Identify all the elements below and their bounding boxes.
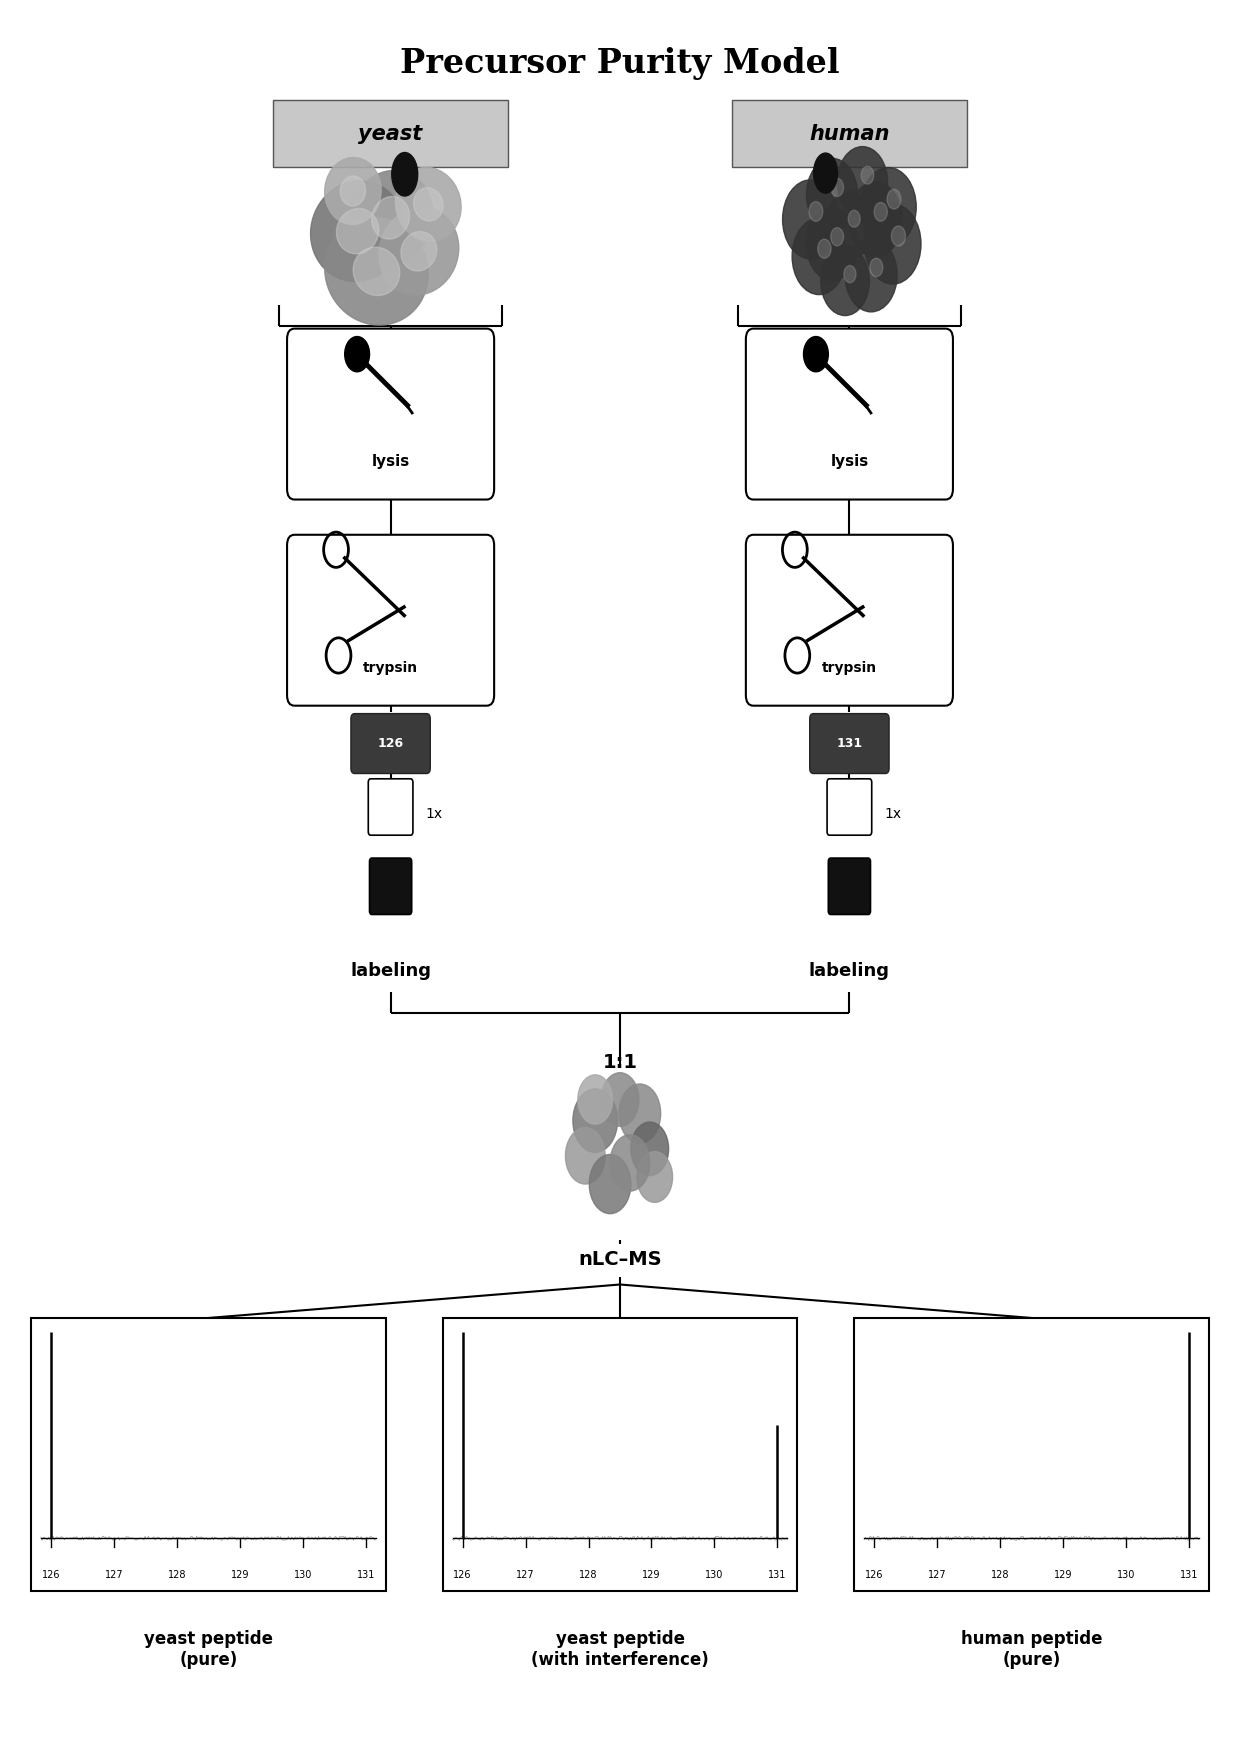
FancyBboxPatch shape	[746, 328, 954, 500]
Ellipse shape	[372, 197, 409, 240]
Circle shape	[578, 1075, 613, 1124]
Circle shape	[806, 208, 858, 280]
Circle shape	[345, 337, 370, 372]
Text: 126: 126	[377, 737, 404, 751]
FancyBboxPatch shape	[288, 328, 494, 500]
Text: 126: 126	[866, 1570, 883, 1581]
Ellipse shape	[396, 167, 461, 241]
Ellipse shape	[392, 153, 418, 196]
Text: yeast: yeast	[358, 123, 423, 144]
Bar	[854, 1318, 1209, 1591]
Circle shape	[861, 167, 916, 247]
Circle shape	[806, 159, 858, 231]
Text: 130: 130	[706, 1570, 724, 1581]
Ellipse shape	[348, 171, 433, 264]
Ellipse shape	[353, 247, 399, 296]
Text: labeling: labeling	[350, 962, 432, 980]
Text: 129: 129	[231, 1570, 249, 1581]
Circle shape	[869, 259, 883, 277]
Circle shape	[808, 201, 823, 222]
Text: trypsin: trypsin	[822, 661, 877, 675]
Text: 130: 130	[294, 1570, 312, 1581]
Ellipse shape	[310, 181, 404, 282]
Ellipse shape	[401, 231, 436, 271]
Circle shape	[837, 146, 888, 218]
FancyBboxPatch shape	[827, 779, 872, 835]
Text: yeast peptide
(with interference): yeast peptide (with interference)	[531, 1630, 709, 1669]
FancyBboxPatch shape	[351, 714, 430, 774]
Text: 127: 127	[516, 1570, 534, 1581]
Text: labeling: labeling	[808, 962, 890, 980]
Bar	[443, 1318, 797, 1591]
Ellipse shape	[413, 189, 443, 220]
Circle shape	[831, 178, 843, 197]
Text: lysis: lysis	[831, 455, 868, 469]
Circle shape	[804, 337, 828, 372]
Text: 128: 128	[167, 1570, 186, 1581]
FancyBboxPatch shape	[746, 536, 954, 707]
Text: 129: 129	[1054, 1570, 1073, 1581]
Text: 130: 130	[1117, 1570, 1136, 1581]
Circle shape	[573, 1089, 618, 1152]
Circle shape	[848, 210, 861, 227]
Circle shape	[601, 1073, 639, 1126]
Circle shape	[817, 240, 831, 259]
FancyBboxPatch shape	[810, 714, 889, 774]
Text: 127: 127	[928, 1570, 946, 1581]
Circle shape	[864, 204, 921, 284]
Text: 131: 131	[357, 1570, 374, 1581]
Circle shape	[844, 266, 856, 282]
Text: Precursor Purity Model: Precursor Purity Model	[401, 48, 839, 79]
Ellipse shape	[336, 208, 378, 254]
Circle shape	[589, 1154, 631, 1214]
Ellipse shape	[340, 176, 366, 206]
Text: human peptide
(pure): human peptide (pure)	[961, 1630, 1102, 1669]
Bar	[31, 1318, 386, 1591]
Text: 1x: 1x	[884, 807, 901, 821]
Ellipse shape	[325, 157, 381, 224]
Text: 128: 128	[991, 1570, 1009, 1581]
FancyBboxPatch shape	[288, 536, 494, 707]
Text: yeast peptide
(pure): yeast peptide (pure)	[144, 1630, 273, 1669]
Circle shape	[861, 166, 874, 185]
Circle shape	[849, 181, 901, 257]
Circle shape	[792, 218, 846, 294]
FancyBboxPatch shape	[368, 779, 413, 835]
Bar	[273, 100, 508, 167]
Circle shape	[631, 1122, 668, 1175]
Ellipse shape	[325, 217, 428, 326]
Ellipse shape	[379, 208, 459, 294]
Circle shape	[831, 227, 843, 247]
Circle shape	[619, 1084, 661, 1144]
Text: 129: 129	[642, 1570, 661, 1581]
Text: lysis: lysis	[372, 455, 409, 469]
Text: 126: 126	[42, 1570, 60, 1581]
FancyBboxPatch shape	[370, 858, 412, 914]
FancyBboxPatch shape	[828, 858, 870, 914]
Circle shape	[637, 1152, 672, 1202]
Text: 131: 131	[836, 737, 863, 751]
Ellipse shape	[813, 153, 837, 194]
Text: human: human	[810, 123, 889, 144]
Text: 126: 126	[454, 1570, 471, 1581]
Circle shape	[887, 189, 901, 210]
Text: 1x: 1x	[425, 807, 443, 821]
Circle shape	[821, 247, 869, 315]
Text: 131: 131	[769, 1570, 786, 1581]
Circle shape	[826, 192, 873, 259]
Text: nLC–MS: nLC–MS	[578, 1251, 662, 1269]
Circle shape	[565, 1128, 605, 1184]
Bar	[732, 100, 967, 167]
Circle shape	[892, 226, 905, 247]
Circle shape	[782, 180, 838, 259]
Circle shape	[610, 1135, 650, 1191]
Circle shape	[874, 203, 888, 222]
Text: 131: 131	[1180, 1570, 1198, 1581]
Text: 128: 128	[579, 1570, 598, 1581]
Text: 127: 127	[104, 1570, 123, 1581]
Circle shape	[846, 238, 898, 312]
Text: 1:1: 1:1	[603, 1054, 637, 1071]
Text: trypsin: trypsin	[363, 661, 418, 675]
